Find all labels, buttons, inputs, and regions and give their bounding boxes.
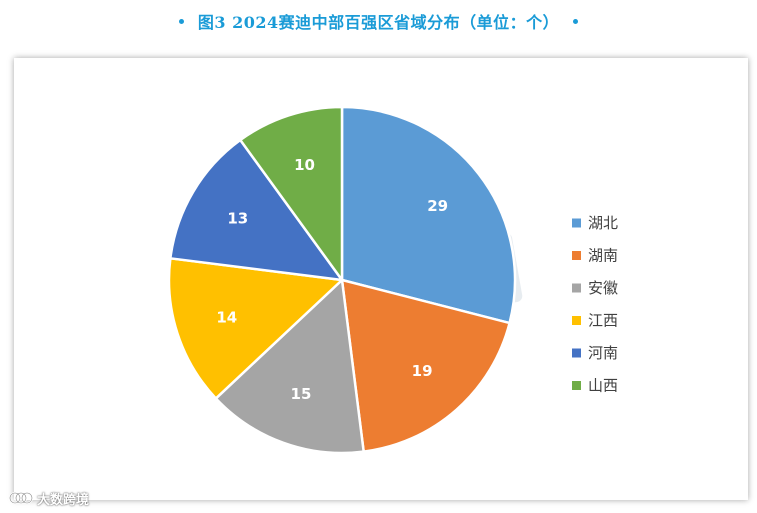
chart-title: 图3 2024赛迪中部百强区省域分布（单位：个） — [197, 13, 560, 32]
pie-data-labels: 29 19 15 14 13 10 — [216, 156, 448, 403]
data-label-4: 14 — [216, 308, 237, 326]
legend-swatch-icon — [572, 218, 581, 228]
pie-slice-4 — [167, 257, 344, 400]
legend-label: 湖北 — [588, 214, 618, 232]
legend-swatch-icon — [572, 381, 581, 390]
legend-swatch-icon — [572, 348, 581, 358]
legend-label: 河南 — [588, 344, 618, 362]
brand-name: 大数跨境 — [37, 492, 90, 508]
legend-item-2: 湖南 — [572, 247, 618, 265]
brand-logo-icon — [9, 492, 33, 504]
legend-item-6: 山西 — [572, 377, 618, 395]
legend-item-5: 河南 — [572, 344, 618, 362]
legend-item-4: 江西 — [572, 312, 618, 330]
title-bullet-left-icon — [178, 18, 184, 24]
pie-slice-6 — [239, 105, 344, 282]
legend-label: 安徽 — [588, 279, 618, 297]
pie-slice-2 — [340, 278, 511, 453]
legend-item-3: 安徽 — [572, 279, 618, 297]
pie-slice-1 — [340, 105, 517, 325]
legend-swatch-icon — [572, 316, 581, 325]
chart-panel: 29 19 15 14 13 10 湖北湖南安徽江西河南山西 — [14, 58, 748, 500]
data-label-2: 19 — [412, 362, 433, 380]
legend-swatch-icon — [572, 251, 581, 260]
pie-slice-5 — [169, 138, 344, 282]
data-label-3: 15 — [291, 385, 312, 403]
legend-swatch-icon — [572, 283, 581, 293]
source-watermark: 大数跨境 — [8, 488, 89, 508]
data-label-1: 29 — [427, 197, 448, 215]
data-label-5: 13 — [227, 209, 248, 227]
legend-item-1: 湖北 — [572, 214, 618, 232]
pie-slices — [167, 105, 517, 455]
title-bullet-right-icon — [573, 18, 579, 24]
data-label-6: 10 — [294, 156, 315, 174]
legend-label: 湖南 — [588, 247, 618, 265]
chart-title-bar: 图3 2024赛迪中部百强区省域分布（单位：个） — [0, 8, 757, 34]
pie-slice-3 — [214, 278, 365, 455]
legend-label: 江西 — [588, 312, 618, 330]
legend-label: 山西 — [588, 377, 618, 395]
